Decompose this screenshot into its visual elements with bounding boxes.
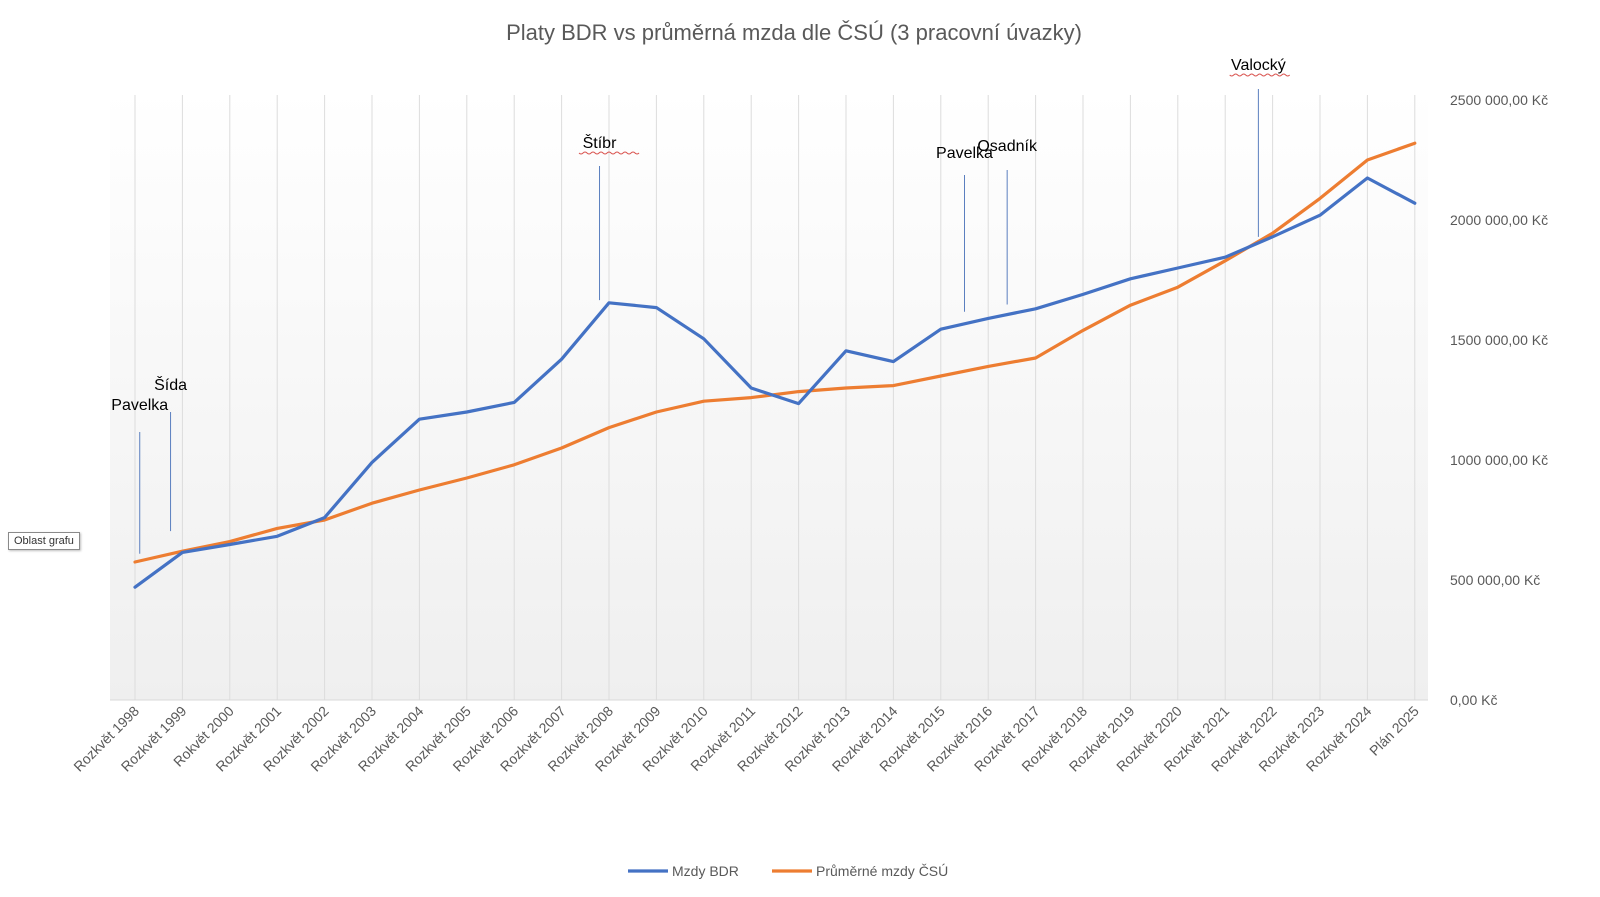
y-tick-label: 2000 000,00 Kč [1450,212,1548,228]
y-tick-label: 2500 000,00 Kč [1450,92,1548,108]
legend[interactable]: Mzdy BDR Průměrné mzdy ČSÚ [628,863,948,879]
series-lines[interactable] [133,141,1417,589]
annotation-label: Osadník [977,138,1038,155]
chart-area-tooltip: Oblast grafu [8,532,80,550]
annotation-label: Šída [154,375,187,394]
y-tick-label: 0,00 Kč [1450,692,1497,708]
legend-label[interactable]: Mzdy BDR [672,863,739,879]
y-tick-label: 500 000,00 Kč [1450,572,1540,588]
legend-label[interactable]: Průměrné mzdy ČSÚ [816,863,948,879]
spellcheck-underline [1229,73,1291,77]
x-tick-label: Plán 2025 [1366,703,1422,759]
y-tick-label: 1000 000,00 Kč [1450,452,1548,468]
annotation-label: Pavelka [936,145,993,162]
annotation-label: Valocký [1231,57,1286,74]
y-tick-labels: 0,00 Kč 500 000,00 Kč 1000 000,00 Kč 1500 0… [1450,92,1548,708]
chart-title: Platy BDR vs průměrná mzda dle ČSÚ (3 pr… [506,20,1082,45]
series-line[interactable] [133,176,1417,589]
annotation-label: Štíbr [583,133,617,152]
y-tick-label: 1500 000,00 Kč [1450,332,1548,348]
gridlines [134,95,1416,700]
spellcheck-underline [578,151,640,155]
annotation-label: Pavelka [111,397,168,414]
